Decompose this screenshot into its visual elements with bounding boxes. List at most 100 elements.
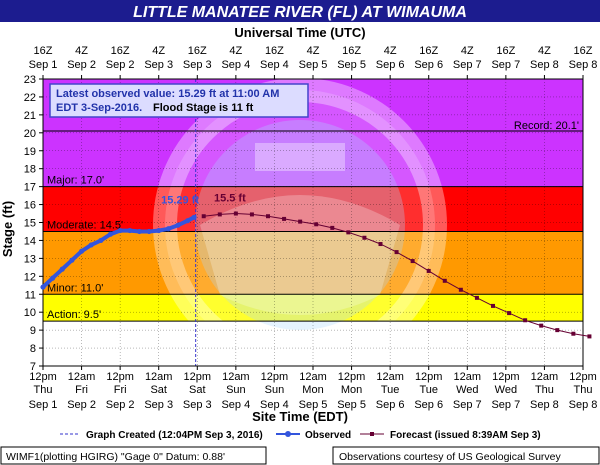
- latest-observation-box: [49, 83, 309, 118]
- top-tick-date-label: Sep 7: [491, 59, 520, 71]
- x-tick-date-label: Sep 7: [491, 399, 520, 411]
- forecast-point: [378, 242, 383, 247]
- y-tick-label: 23: [24, 74, 36, 86]
- y-tick-label: 7: [30, 361, 36, 373]
- forecast-legend-marker: [370, 432, 374, 436]
- observed-point: [107, 231, 114, 237]
- x-tick-date-label: Sep 4: [221, 399, 250, 411]
- plot-area: Action: 9.5' Minor: 11.0' Moderate: 14.5' M…: [24, 45, 598, 411]
- top-tick-date-label: Sep 2: [67, 59, 96, 71]
- top-tick-time-label: 4Z: [384, 45, 397, 57]
- x-tick-date-label: Sep 3: [144, 399, 173, 411]
- forecast-point: [314, 222, 319, 227]
- footer-datum-text: WIMF1(plotting HGIRG) "Gage 0" Datum: 0.…: [6, 451, 225, 463]
- legend-observed: Observed: [305, 430, 351, 441]
- top-tick-time-label: 4Z: [307, 45, 320, 57]
- forecast-point: [442, 278, 447, 283]
- top-tick-time-label: 16Z: [265, 45, 284, 57]
- forecast-point: [233, 211, 238, 216]
- top-tick-time-label: 16Z: [111, 45, 130, 57]
- flood-stage-note: Flood Stage is 11 ft: [153, 102, 254, 114]
- x-tick-day-label: Thu: [34, 384, 53, 396]
- legend-graph-created: Graph Created (12:04PM Sep 3, 2016): [86, 430, 263, 441]
- y-tick-label: 22: [24, 92, 36, 104]
- observed-legend-marker: [285, 431, 291, 437]
- top-tick-date-label: Sep 5: [299, 59, 328, 71]
- forecast-point: [458, 287, 463, 292]
- y-tick-label: 20: [24, 128, 36, 140]
- top-tick-date-label: Sep 7: [453, 59, 482, 71]
- x-tick-date-label: Sep 2: [106, 399, 135, 411]
- top-tick-time-label: 16Z: [496, 45, 515, 57]
- y-tick-label: 11: [25, 289, 36, 301]
- x-tick-date-label: Sep 8: [530, 399, 559, 411]
- x-tick-date-label: Sep 4: [260, 399, 289, 411]
- forecast-point: [394, 250, 399, 255]
- forecast-point: [330, 225, 335, 230]
- top-tick-time-label: 16Z: [342, 45, 361, 57]
- top-tick-date-label: Sep 4: [221, 59, 250, 71]
- x-tick-day-label: Wed: [495, 384, 517, 396]
- y-tick-label: 12: [24, 271, 36, 283]
- y-tick-label: 19: [24, 146, 36, 158]
- x-tick-time-label: 12pm: [261, 371, 289, 383]
- legend: Graph Created (12:04PM Sep 3, 2016) Obse…: [60, 430, 541, 441]
- x-tick-time-label: 12pm: [569, 371, 597, 383]
- forecast-point: [523, 318, 528, 323]
- observed-point: [69, 257, 75, 263]
- observed-point: [185, 218, 191, 224]
- y-tick-label: 9: [30, 325, 36, 337]
- title-bar: [0, 0, 600, 22]
- y-tick-label: 13: [24, 253, 36, 265]
- x-tick-date-label: Sep 7: [453, 399, 482, 411]
- x-tick-date-label: Sep 6: [414, 399, 443, 411]
- top-tick-date-label: Sep 8: [569, 59, 598, 71]
- x-tick-date-label: Sep 5: [299, 399, 328, 411]
- observed-point: [191, 214, 197, 220]
- x-tick-day-label: Fri: [114, 384, 127, 396]
- legend-forecast: Forecast (issued 8:39AM Sep 3): [390, 430, 541, 441]
- top-tick-date-label: Sep 1: [29, 59, 58, 71]
- forecast-point: [426, 268, 431, 273]
- flood-stage-label-major: Major: 17.0': [47, 175, 104, 187]
- observed-peak-label: 15.29 ft: [161, 194, 199, 206]
- forecast-point: [587, 334, 592, 339]
- forecast-point: [555, 328, 560, 333]
- observed-point: [165, 226, 171, 232]
- x-tick-time-label: 12am: [68, 371, 96, 383]
- y-tick-label: 10: [24, 307, 36, 319]
- forecast-point: [298, 219, 303, 224]
- record-stage-label: Record: 20.1': [514, 120, 579, 132]
- x-tick-day-label: Thu: [574, 384, 593, 396]
- x-tick-date-label: Sep 6: [376, 399, 405, 411]
- observed-point: [175, 222, 181, 228]
- x-tick-time-label: 12pm: [338, 371, 366, 383]
- x-tick-date-label: Sep 5: [337, 399, 366, 411]
- top-tick-time-label: 4Z: [152, 45, 165, 57]
- footer-right-box: [332, 446, 600, 465]
- forecast-point: [282, 216, 287, 221]
- top-tick-time-label: 4Z: [229, 45, 242, 57]
- x-tick-date-label: Sep 1: [29, 399, 58, 411]
- top-tick-time-label: 16Z: [574, 45, 593, 57]
- observed-point: [117, 227, 123, 234]
- x-tick-day-label: Fri: [75, 384, 88, 396]
- observed-point: [98, 237, 104, 244]
- forecast-peak-label: 15.5 ft: [214, 193, 246, 205]
- top-tick-time-label: 16Z: [419, 45, 438, 57]
- x-tick-time-label: 12am: [454, 371, 482, 383]
- x-tick-date-label: Sep 8: [569, 399, 598, 411]
- forecast-point: [346, 230, 351, 235]
- x-tick-time-label: 12pm: [492, 371, 520, 383]
- flood-stage-label-action: Action: 9.5': [47, 309, 101, 321]
- flood-stage-label-minor: Minor: 11.0': [47, 282, 103, 294]
- x-tick-day-label: Mon: [302, 384, 323, 396]
- top-tick-date-label: Sep 8: [530, 59, 559, 71]
- x-tick-time-label: 12am: [299, 371, 327, 383]
- observed-point: [88, 242, 94, 248]
- x-axis-title: Site Time (EDT): [252, 409, 348, 424]
- x-tick-day-label: Mon: [341, 384, 362, 396]
- observed-point: [59, 266, 65, 272]
- observed-point: [50, 275, 56, 281]
